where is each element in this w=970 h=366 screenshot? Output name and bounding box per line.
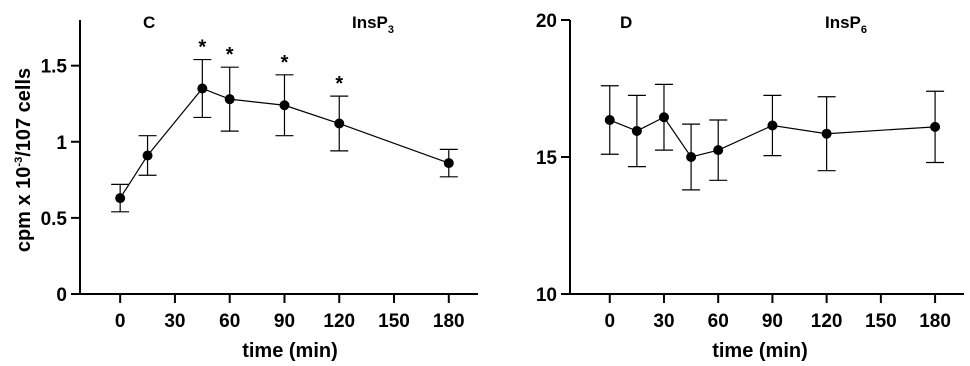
data-point [142,150,153,161]
data-point [197,83,208,94]
panel-c: C InsP3 time (min) 0 0.5 1 1.5 0 30 60 90 120 150… [41,13,478,362]
panel-letter-c: C [143,13,155,32]
y-tick-label: 1.5 [41,57,68,78]
data-point [658,112,669,123]
data-point [631,125,642,136]
x-tick-label: 90 [274,311,295,332]
panel-title-c-main: InsP [352,13,388,32]
y-tick-label: 0.5 [41,209,68,230]
panel-title-c: InsP3 [352,13,394,36]
x-tick-label: 120 [811,311,843,332]
significance-mark: * [335,73,343,95]
x-tick-label: 0 [115,311,126,332]
data-point [686,152,697,162]
y-axis-label-suffix: /107 cells [13,68,35,157]
y-tick-label: 1 [56,133,67,154]
panel-title-d: InsP6 [825,13,867,36]
panel-title-d-main: InsP [825,13,861,32]
panel-title-d-sub: 6 [861,24,867,36]
x-tick-label: 90 [762,311,783,332]
y-tick-label: 0 [56,285,67,306]
significance-mark: * [281,52,289,74]
data-point [930,121,941,132]
x-tick-label: 60 [219,311,240,332]
panel-d: D InsP6 time (min) 10 15 20 0 30 60 90 120 150 18… [536,11,964,362]
y-axis-label-prefix: cpm x 10 [13,167,35,253]
data-point [279,100,290,111]
y-axis-label: cpm x 10-3/107 cells [13,68,35,252]
x-tick-label: 30 [164,311,185,332]
panel-title-c-sub: 3 [388,24,394,36]
x-tick-label: 150 [865,311,897,332]
data-point [604,115,615,126]
x-tick-label: 0 [604,311,615,332]
data-point [334,118,345,129]
data-point [821,128,832,139]
data-point [115,193,126,204]
y-tick-label: 20 [536,11,557,32]
y-tick-label: 15 [536,148,558,169]
x-axis-label-c: time (min) [242,340,338,362]
data-point [443,158,454,169]
panel-letter-d: D [620,13,632,32]
x-tick-label: 180 [919,311,951,332]
y-tick-label: 10 [536,285,557,306]
y-axis-label-exponent: -3 [13,157,25,167]
data-point [713,145,724,156]
x-tick-label: 120 [323,311,355,332]
series-line [609,116,936,158]
x-axis-label-d: time (min) [712,340,808,362]
significance-mark: * [226,44,234,66]
x-tick-label: 180 [433,311,465,332]
significance-mark: * [198,37,206,59]
x-tick-label: 150 [378,311,410,332]
data-point [767,120,778,131]
x-tick-label: 30 [653,311,674,332]
x-tick-label: 60 [708,311,729,332]
data-point [224,94,235,105]
